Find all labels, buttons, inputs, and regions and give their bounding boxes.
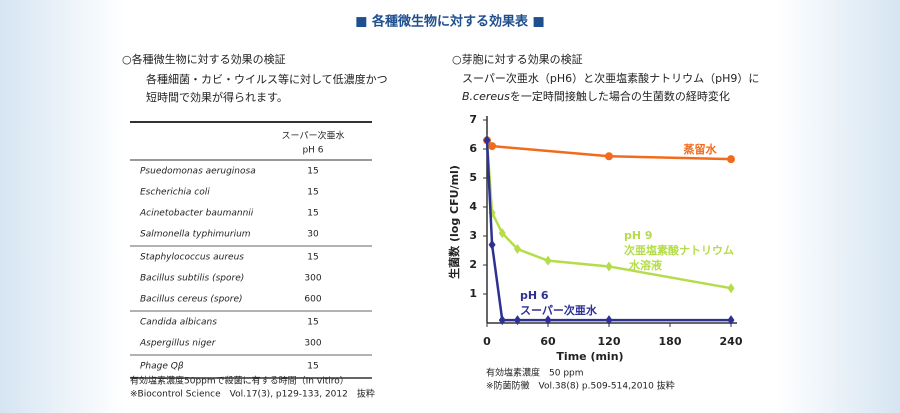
point: [605, 152, 613, 161]
species-name: Psuedomonas aeruginosa: [140, 167, 256, 177]
species-name: Candida albicans: [140, 318, 217, 328]
table-header: pH 6: [302, 146, 323, 156]
time-value: 15: [307, 318, 318, 328]
chart-note: 有効塩素濃度 50 ppm: [486, 367, 584, 379]
point: [514, 315, 521, 326]
species-name: Bacillus cereus (spore): [140, 295, 243, 305]
table-header: スーパー次亜水: [282, 130, 345, 142]
y-tick-label: 4: [469, 200, 477, 213]
time-value: 300: [304, 339, 321, 349]
series-label: 次亜塩素酸ナトリウム: [624, 243, 734, 257]
time-value: 15: [307, 167, 318, 177]
left-heading: ○各種微生物に対する効果の検証: [122, 52, 286, 66]
x-tick-label: 240: [720, 335, 743, 348]
point: [727, 155, 735, 164]
page-title: ■ 各種微生物に対する効果表 ■: [355, 14, 545, 30]
point: [514, 244, 521, 255]
x-tick-label: 60: [540, 335, 556, 348]
point: [544, 315, 552, 326]
species-name: Phage Qβ: [140, 362, 184, 372]
time-value: 15: [307, 362, 318, 372]
series-label: 蒸留水: [684, 142, 718, 156]
time-value: 300: [304, 274, 321, 284]
table-note: ※Biocontrol Science Vol.17(3), p129-133,…: [130, 388, 375, 400]
point: [727, 315, 735, 326]
time-value: 15: [307, 209, 318, 219]
left-description: 各種細菌・カビ・ウイルス等に対して低濃度かつ: [146, 72, 388, 86]
point: [488, 239, 496, 250]
x-axis-label: Time (min): [556, 350, 623, 363]
time-value: 600: [304, 295, 321, 305]
point: [483, 135, 491, 146]
point: [605, 315, 613, 326]
x-tick-label: 0: [483, 335, 491, 348]
y-tick-label: 7: [469, 113, 477, 126]
time-value: 30: [307, 230, 319, 240]
right-description: スーパー次亜水（pH6）と次亜塩素酸ナトリウム（pH9）に: [462, 71, 759, 85]
point: [498, 228, 506, 239]
y-tick-label: 3: [469, 229, 477, 242]
point: [544, 255, 552, 266]
point: [605, 261, 613, 272]
series-label: pH 6: [520, 289, 549, 302]
species-name: Salmonella typhimurium: [140, 230, 251, 240]
point: [727, 283, 735, 294]
series-label: スーパー次亜水: [520, 303, 598, 317]
right-heading: ○芽胞に対する効果の検証: [452, 52, 583, 66]
series-label: pH 9: [624, 229, 653, 242]
time-value: 15: [307, 188, 318, 198]
species-name: Bacillus subtilis (spore): [140, 274, 244, 284]
species-name: Acinetobacter baumannii: [139, 209, 254, 219]
y-tick-label: 1: [469, 287, 477, 300]
right-description: B.cereusを一定時間接触した場合の生菌数の経時変化: [462, 89, 730, 103]
left-description: 短時間で効果が得られます。: [146, 90, 288, 104]
table-note: 有効塩素濃度50ppmで殺菌に有する時間（In vitiro）: [130, 375, 349, 387]
y-tick-label: 2: [469, 258, 477, 271]
point: [498, 315, 506, 326]
series-label: 水溶液: [629, 258, 663, 272]
species-name: Aspergillus niger: [139, 339, 217, 349]
species-name: Staphylococcus aureus: [140, 253, 244, 263]
species-name: Escherichia coli: [140, 188, 210, 198]
point: [488, 142, 497, 151]
x-tick-label: 120: [598, 335, 621, 348]
x-tick-label: 180: [659, 335, 682, 348]
chart-note: ※防菌防黴 Vol.38(8) p.509-514,2010 抜粋: [486, 380, 675, 392]
species: B.cereus: [462, 90, 510, 103]
description-rest: を一定時間接触した場合の生菌数の経時変化: [510, 89, 730, 103]
y-tick-label: 6: [469, 142, 477, 155]
y-tick-label: 5: [469, 171, 477, 184]
time-value: 15: [307, 253, 318, 263]
y-axis-label: 生菌数 (log CFU/ml): [447, 165, 461, 279]
